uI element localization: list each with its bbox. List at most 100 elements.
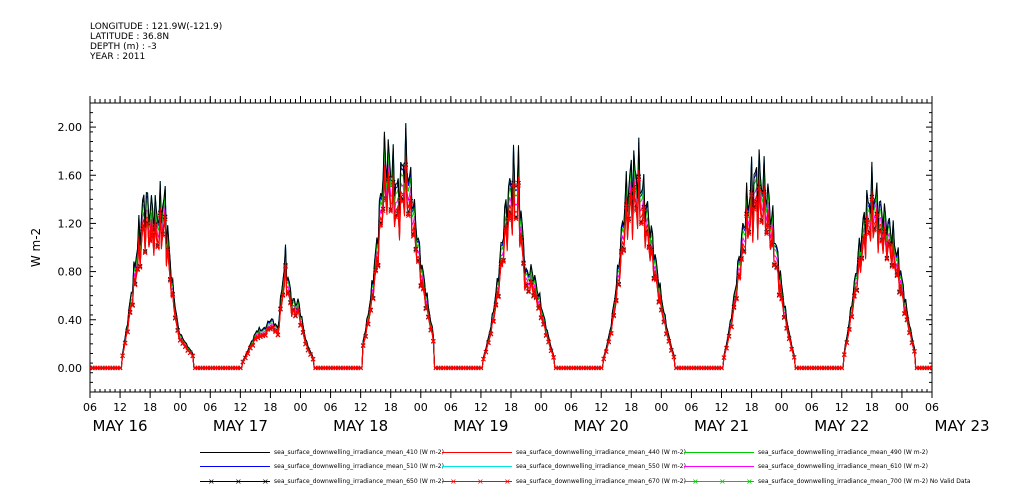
series-marker: [273, 329, 278, 335]
series-marker: [739, 257, 744, 263]
depth-label: DEPTH (m) : -3: [90, 42, 157, 52]
x-day-label: MAY 20: [574, 417, 629, 435]
series-marker: [884, 256, 890, 262]
x-tick-label: 06: [684, 401, 698, 414]
x-tick-label: 00: [173, 401, 187, 414]
series-marker: [874, 213, 880, 219]
series-marker: [258, 334, 263, 340]
series-marker: [869, 196, 875, 202]
x-tick-label: 06: [925, 401, 939, 414]
series-marker: [623, 204, 629, 209]
x-tick-label: 18: [745, 401, 759, 414]
latitude-label: LATITUDE : 36.8N: [90, 32, 170, 42]
series-marker: [786, 336, 792, 342]
series-marker: [601, 356, 607, 362]
series-marker: [754, 201, 759, 206]
series-marker: [190, 353, 196, 359]
x-tick-label: 18: [384, 401, 398, 414]
series-marker: [393, 214, 399, 220]
series-marker: [744, 213, 749, 219]
series-marker: [238, 365, 243, 371]
series-marker: [656, 300, 662, 305]
series-marker: [408, 200, 414, 206]
x-tick-label: 12: [113, 401, 127, 414]
x-tick-label: 12: [354, 401, 368, 414]
x-day-label: MAY 17: [213, 417, 268, 435]
series-marker: [250, 343, 256, 348]
series-marker: [791, 355, 797, 360]
x-tick-label: 00: [414, 401, 428, 414]
series-marker: [283, 264, 288, 270]
series-marker: [395, 210, 401, 215]
x-tick-label: 18: [624, 401, 638, 414]
series-marker: [363, 334, 369, 340]
series-marker: [150, 234, 156, 240]
series-marker: [741, 249, 747, 255]
x-tick-label: 00: [895, 401, 909, 414]
series-marker: [929, 365, 932, 371]
series-marker: [305, 347, 311, 353]
series-marker: [769, 243, 774, 248]
series-marker: [724, 345, 729, 351]
series-marker: [300, 330, 306, 336]
series-marker: [628, 194, 634, 200]
series-marker: [631, 187, 637, 192]
series-marker: [423, 306, 429, 312]
x-day-label: MAY 21: [694, 417, 749, 435]
series-marker: [671, 354, 677, 360]
x-tick-label: 12: [233, 401, 247, 414]
series-marker: [503, 227, 509, 233]
series-marker: [528, 280, 534, 286]
series-marker: [290, 308, 296, 314]
series-marker: [633, 208, 639, 213]
series-marker: [383, 197, 389, 203]
series-marker: [746, 231, 752, 237]
series-marker: [531, 293, 536, 299]
series-marker: [606, 339, 612, 345]
series-marker: [370, 296, 376, 302]
series-marker: [170, 292, 176, 298]
series-marker: [142, 250, 148, 256]
series-marker: [526, 289, 531, 295]
x-day-label: MAY 18: [333, 417, 388, 435]
series-marker: [413, 248, 419, 253]
y-tick-label: 0.40: [58, 314, 83, 327]
series-marker: [636, 176, 642, 182]
series-marker: [240, 359, 246, 365]
series-marker: [175, 328, 181, 334]
series-marker: [511, 182, 516, 188]
series-marker: [378, 222, 384, 227]
series-marker: [521, 261, 526, 267]
series-marker: [488, 331, 494, 337]
y-tick-label: 2.00: [58, 121, 83, 134]
series-marker: [603, 349, 609, 355]
series-marker: [731, 305, 737, 311]
series-marker: [643, 232, 649, 237]
x-day-label: MAY 23: [935, 417, 990, 435]
x-tick-label: 12: [715, 401, 729, 414]
series-marker: [162, 216, 168, 222]
series-marker: [501, 259, 506, 264]
series-marker: [902, 311, 907, 317]
series-marker: [841, 352, 847, 358]
series-marker: [626, 218, 632, 223]
series-marker: [844, 340, 850, 346]
series-marker: [368, 308, 374, 313]
series-marker: [659, 308, 664, 313]
y-tick-label: 0.80: [58, 266, 83, 279]
x-tick-label: 18: [143, 401, 157, 414]
series-marker: [493, 303, 499, 308]
series-marker: [616, 282, 622, 288]
series-marker: [548, 348, 554, 354]
x-tick-label: 12: [474, 401, 488, 414]
series-marker: [403, 164, 409, 170]
series-marker: [275, 332, 281, 338]
series-marker: [861, 237, 867, 243]
plot-frame: [89, 102, 933, 393]
series-marker: [400, 198, 406, 204]
series-marker: [478, 365, 484, 371]
series-marker: [481, 356, 486, 362]
series-marker: [598, 365, 604, 371]
series-marker: [430, 339, 436, 344]
series-marker: [415, 259, 421, 265]
